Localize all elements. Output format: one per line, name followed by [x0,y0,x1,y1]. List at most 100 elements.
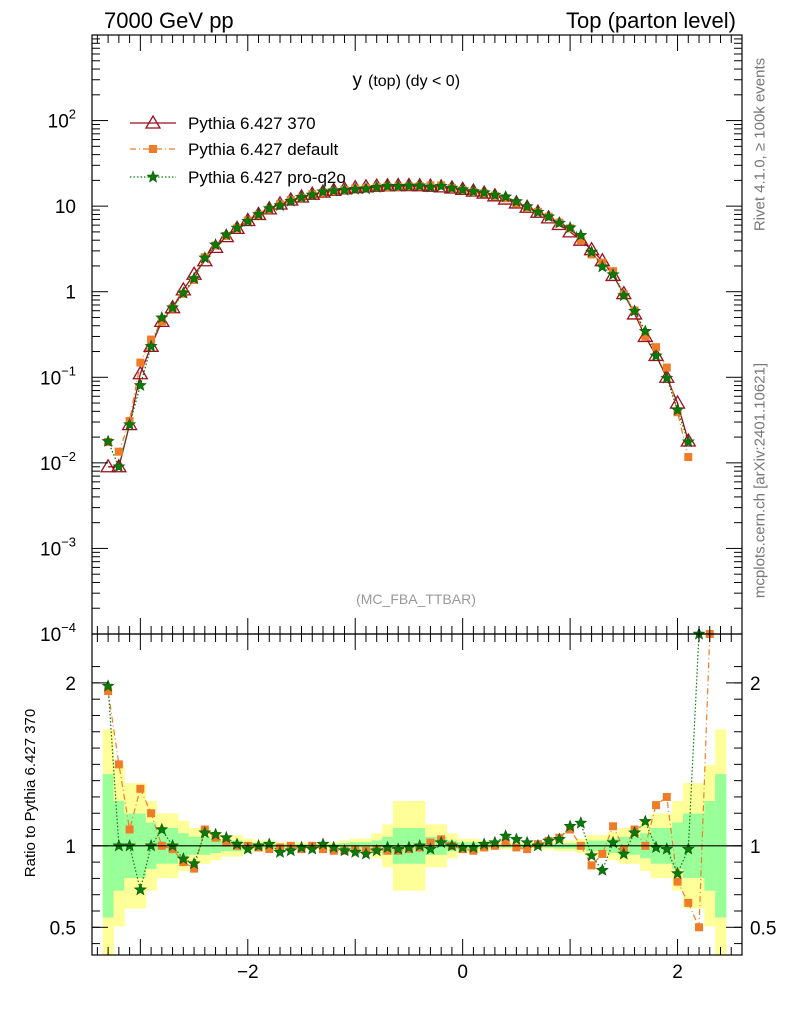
ratio-marker-pro-q2o [391,842,405,855]
marker-pro-q2o [316,184,330,198]
ratio-marker-default [168,845,177,854]
y-tick-label: 10−4 [40,620,76,646]
ratio-marker-pro-q2o [488,835,502,849]
ratio-frame [91,633,743,956]
y-tick-label: 10−3 [40,534,76,560]
marker-pro-q2o [230,221,244,234]
ratio-marker-pro-q2o [198,825,212,839]
marker-pro-q2o [628,304,642,317]
y-tick-label: 10 [55,197,76,218]
ratio-tick-label-right: 2 [750,674,761,695]
ratio-marker-default [652,801,661,810]
ratio-marker-default [469,846,478,855]
marker-pro-q2o [112,459,126,473]
ratio-marker-pro-q2o [617,847,631,860]
ratio-marker-default [695,923,704,932]
ratio-marker-pro-q2o [434,835,448,849]
header-left-label: 7000 GeV pp [104,8,234,33]
ratio-marker-pro-q2o [423,842,437,855]
ratio-marker-pro-q2o [574,816,588,829]
ratio-tick-label-left: 1 [65,837,76,858]
ratio-marker-default [673,877,682,886]
y-tick-exponent: −3 [61,534,76,549]
ratio-marker-pro-q2o [316,837,330,850]
ratio-marker-default [684,898,693,907]
marker-pro-q2o [477,185,491,199]
ratio-marker-default [662,792,671,801]
marker-pro-q2o [520,199,534,213]
marker-pro-q2o [638,324,652,337]
marker-default [157,317,166,326]
legend-marker-default [149,145,157,153]
marker-default [652,343,661,352]
marker-pro-q2o [155,310,169,324]
marker-370 [99,458,117,473]
ratio-marker-pro-q2o [671,866,684,880]
marker-default [641,332,650,341]
ratio-marker-default [598,849,607,858]
marker-pro-q2o [252,207,265,220]
ratio-marker-pro-q2o [585,848,599,862]
marker-pro-q2o [423,180,437,193]
marker-pro-q2o [671,403,684,416]
marker-pro-q2o [295,190,308,203]
ratio-marker-default [179,858,188,867]
marker-pro-q2o [241,214,255,227]
marker-pro-q2o [488,188,502,201]
y-tick-exponent: 2 [69,107,76,122]
marker-pro-q2o [144,339,158,352]
marker-pro-q2o [563,220,577,234]
marker-default [136,358,145,367]
ratio-marker-default [114,760,123,769]
ratio-marker-pro-q2o [176,852,190,865]
marker-pro-q2o [660,371,674,384]
marker-pro-q2o [101,434,115,447]
x-tick-label: 2 [672,962,683,983]
marker-pro-q2o [606,267,620,281]
ratio-marker-default [587,861,596,870]
ratio-marker-pro-q2o [370,843,384,857]
ratio-marker-default [318,845,327,854]
y-tick-label: 102 [48,107,76,133]
ratio-marker-default [480,843,489,852]
legend-marker-pro-q2o [146,170,160,183]
ratio-marker-pro-q2o [563,819,577,832]
marker-pro-q2o [531,205,545,218]
ratio-marker-pro-q2o [628,825,642,839]
marker-default [684,453,693,462]
ratio-marker-default [566,825,575,834]
ratio-marker-pro-q2o [542,834,556,847]
y-tick-label: 1 [65,283,76,304]
ratio-marker-pro-q2o [219,830,233,844]
ratio-marker-pro-q2o [305,842,319,855]
ratio-marker-pro-q2o [552,832,566,845]
legend-label-pro-q2o: Pythia 6.427 pro-q2o [188,168,346,187]
ratio-marker-pro-q2o [477,837,491,850]
ratio-marker-default [609,822,618,831]
ratio-marker-pro-q2o [155,822,169,836]
marker-default [576,236,585,245]
y-tick-exponent: −2 [61,449,76,464]
ratio-tick-label-right: 1 [750,837,761,858]
marker-pro-q2o [359,181,373,195]
x-tick-label: −2 [237,962,259,983]
ratio-marker-pro-q2o [284,843,298,857]
line-default [107,184,689,458]
ratio-marker-default [383,846,392,855]
marker-pro-q2o [649,348,663,362]
ratio-marker-default [222,838,231,847]
y-tick-exponent: −1 [61,363,76,378]
line-ref [108,184,689,468]
y-tick-label: 10−1 [40,363,76,389]
marker-pro-q2o [327,183,341,197]
marker-pro-q2o [552,216,566,229]
ratio-marker-default [104,687,113,696]
ratio-marker-default [147,809,156,818]
marker-pro-q2o [262,201,276,214]
axes: 10−4 10−3 10−2 10−1 1 10 102 −2 0 2 0.5 0.5 1 1 2 2 [40,34,776,983]
ratio-y-axis-label: Ratio to Pythia 6.427 370 [22,709,39,877]
uncertainty-bands [102,729,727,955]
legend-marker-370 [144,114,162,129]
ratio-marker-pro-q2o [499,829,513,842]
